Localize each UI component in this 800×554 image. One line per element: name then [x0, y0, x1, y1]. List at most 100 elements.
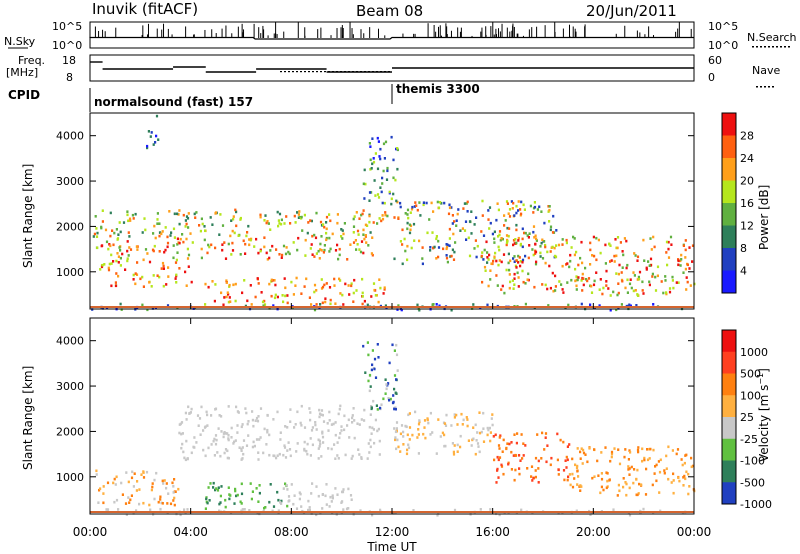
- heatmap-cell: [535, 239, 538, 242]
- freq-tick-bottom: 8: [66, 71, 73, 84]
- heatmap-cell: [131, 470, 134, 474]
- heatmap-cell: [314, 423, 317, 427]
- heatmap-cell: [491, 232, 494, 236]
- heatmap-cell: [286, 294, 289, 297]
- heatmap-cell: [160, 232, 163, 236]
- heatmap-cell: [505, 268, 508, 272]
- noise-right-tick-bottom: 10^0: [708, 39, 738, 52]
- heatmap-cell: [680, 258, 683, 261]
- heatmap-cell: [214, 442, 218, 446]
- heatmap-cell: [486, 426, 489, 430]
- heatmap-cell: [527, 256, 530, 260]
- heatmap-cell: [589, 248, 592, 252]
- heatmap-cell: [251, 445, 254, 449]
- heatmap-cell: [478, 450, 481, 454]
- heatmap-cell: [226, 291, 229, 294]
- heatmap-cell: [443, 422, 447, 425]
- heatmap-cell: [625, 482, 628, 486]
- heatmap-cell: [534, 243, 537, 246]
- heatmap-cell: [325, 503, 328, 506]
- heatmap-cell: [295, 450, 298, 453]
- heatmap-cell: [366, 224, 369, 227]
- heatmap-cell: [467, 439, 470, 442]
- heatmap-cell: [411, 433, 414, 437]
- heatmap-cell: [255, 438, 259, 441]
- heatmap-cell: [662, 291, 665, 295]
- heatmap-cell: [361, 277, 364, 281]
- heatmap-cell: [567, 475, 570, 479]
- heatmap-cell: [158, 234, 161, 238]
- heatmap-cell: [279, 438, 282, 441]
- heatmap-cell: [299, 421, 302, 425]
- heatmap-cell: [496, 467, 499, 471]
- heatmap-cell: [367, 442, 370, 445]
- heatmap-cell: [128, 217, 132, 221]
- heatmap-cell: [155, 471, 158, 475]
- heatmap-cell: [280, 502, 283, 505]
- heatmap-cell: [470, 444, 473, 447]
- heatmap-cell: [369, 445, 372, 449]
- heatmap-cell: [185, 439, 188, 443]
- heatmap-cell: [645, 266, 648, 270]
- heatmap-cell: [494, 433, 497, 437]
- heatmap-cell: [387, 382, 390, 385]
- heatmap-cell: [466, 418, 469, 421]
- heatmap-cell: [367, 244, 370, 247]
- heatmap-cell: [446, 260, 449, 264]
- heatmap-cell: [521, 245, 524, 249]
- heatmap-cell: [643, 456, 646, 460]
- heatmap-cell: [211, 223, 214, 226]
- heatmap-cell: [102, 492, 105, 495]
- heatmap-cell: [350, 457, 353, 460]
- heatmap-cell: [357, 448, 360, 451]
- power-colorbar-tick: 4: [740, 265, 747, 278]
- heatmap-cell: [181, 233, 184, 236]
- heatmap-cell: [638, 277, 641, 281]
- heatmap-cell: [575, 466, 579, 470]
- heatmap-cell: [651, 272, 654, 276]
- velocity-colorbar-tick: 25: [740, 411, 754, 424]
- power-colorbar-tick: 20: [740, 175, 754, 188]
- heatmap-cell: [176, 251, 179, 254]
- heatmap-cell: [486, 303, 489, 307]
- heatmap-cell: [229, 511, 233, 515]
- power-colorbar-tick: 8: [740, 242, 747, 255]
- heatmap-cell: [259, 213, 262, 217]
- heatmap-cell: [600, 472, 603, 475]
- heatmap-cell: [575, 250, 578, 254]
- heatmap-cell: [592, 235, 595, 239]
- heatmap-cell: [616, 494, 619, 497]
- heatmap-cell: [191, 241, 194, 244]
- heatmap-cell: [667, 477, 670, 481]
- heatmap-cell: [663, 471, 666, 475]
- heatmap-cell: [240, 502, 243, 505]
- heatmap-cell: [217, 486, 220, 489]
- heatmap-cell: [259, 215, 262, 219]
- heatmap-cell: [453, 508, 457, 512]
- heatmap-cell: [426, 417, 429, 420]
- heatmap-cell: [413, 239, 416, 242]
- heatmap-cell: [267, 222, 270, 225]
- heatmap-cell: [178, 209, 181, 212]
- heatmap-cell: [187, 265, 190, 268]
- heatmap-cell: [462, 207, 465, 210]
- heatmap-cell: [401, 243, 404, 246]
- heatmap-cell: [396, 147, 399, 150]
- heatmap-cell: [664, 279, 667, 282]
- heatmap-cell: [604, 446, 607, 449]
- heatmap-cell: [336, 493, 339, 496]
- heatmap-cell: [565, 455, 568, 459]
- velocity-colorbar-tick: 500: [740, 368, 761, 381]
- heatmap-cell: [268, 453, 271, 457]
- heatmap-cell: [278, 452, 281, 456]
- heatmap-cell: [567, 303, 570, 307]
- heatmap-cell: [155, 134, 158, 138]
- heatmap-cell: [508, 268, 511, 272]
- heatmap-cell: [505, 446, 508, 450]
- heatmap-cell: [263, 236, 266, 239]
- heatmap-cell: [118, 246, 121, 249]
- heatmap-cell: [536, 208, 539, 211]
- heatmap-cell: [183, 508, 186, 511]
- power-colorbar-segment: [722, 135, 736, 159]
- heatmap-cell: [340, 228, 343, 231]
